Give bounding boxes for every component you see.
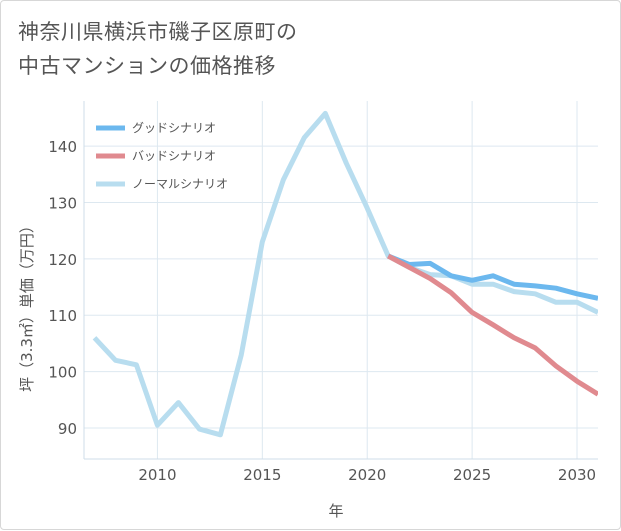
y-tick-label: 100 [48,364,77,382]
axes [83,101,598,460]
good-scenario-line [387,253,598,301]
legend-label: グッドシナリオ [132,121,216,135]
tick-labels: 2010 2015 2020 2025 2030 90 100 110 120 130 140 [48,138,596,484]
y-tick-label: 120 [48,251,77,269]
title-line-2: 中古マンションの価格推移 [18,54,276,78]
x-tick-label: 2030 [558,466,596,484]
x-tick-label: 2015 [243,466,281,484]
y-tick-label: 110 [48,307,77,325]
y-tick-label: 140 [48,138,77,156]
x-tick-label: 2010 [138,466,176,484]
legend-label: ノーマルシナリオ [132,177,228,191]
title-line-1: 神奈川県横浜市磯子区原町の [18,20,298,44]
legend-label: バッドシナリオ [132,149,216,163]
x-axis-label: 年 [328,502,343,520]
series-lines [92,110,598,438]
bad-scenario-line [387,253,598,397]
x-tick-label: 2025 [453,466,491,484]
x-tick-label: 2020 [348,466,386,484]
y-axis-label: 坪（3.3㎡）単価（万円） [18,218,36,392]
normal-scenario-line [92,110,598,438]
y-tick-label: 90 [58,420,77,438]
y-tick-label: 130 [48,194,77,212]
chart-title: 神奈川県横浜市磯子区原町の 中古マンションの価格推移 [18,15,578,83]
